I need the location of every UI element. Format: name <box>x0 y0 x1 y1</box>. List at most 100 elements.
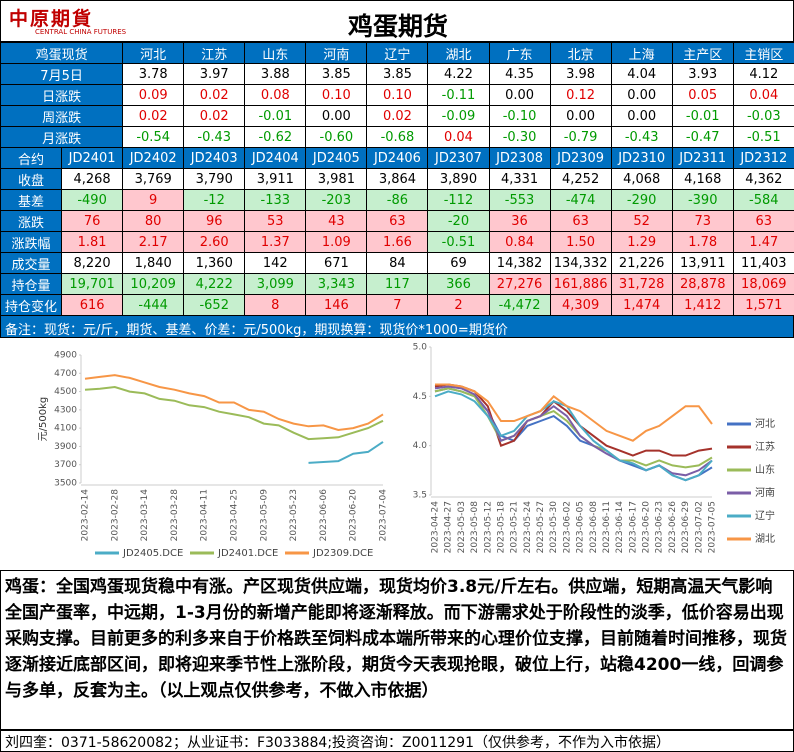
legend-label: 河北 <box>755 418 775 430</box>
cell: 4.12 <box>732 63 794 85</box>
y-tick-label: 4100 <box>54 424 77 434</box>
data-line <box>434 390 713 482</box>
cell: 366 <box>427 273 490 295</box>
cell: 616 <box>61 294 124 316</box>
x-tick-label: 2023-05-08 <box>470 501 480 554</box>
cell: -652 <box>183 294 246 316</box>
header: 中原期貨 CENTRAL CHINA FUTURES 鸡蛋期货 <box>0 0 794 42</box>
x-tick-label: 2023-06-20 <box>642 501 652 554</box>
x-tick-label: 2023-07-04 <box>379 489 389 542</box>
cell: 3.85 <box>366 63 429 85</box>
cell: 4,268 <box>61 168 124 190</box>
commentary: 鸡蛋：全国鸡蛋现货稳中有涨。产区现货供应端，现货均价3.8元/斤左右。供应端，短… <box>0 570 794 730</box>
table-row: 涨跌 76 80 96 53 43 63 -20 36 63 52 73 63 <box>0 210 794 232</box>
cell: 3.97 <box>183 63 246 85</box>
x-tick-label: 2023-06-06 <box>319 489 329 542</box>
cell: -0.10 <box>488 105 551 127</box>
legend-label: 辽宁 <box>755 509 775 522</box>
cell: 4.22 <box>427 63 490 85</box>
x-tick-label: 2023-05-21 <box>510 501 520 553</box>
cell: 4,168 <box>671 168 734 190</box>
cell: 21,226 <box>610 252 673 274</box>
cell: JD2307 <box>427 147 490 169</box>
x-tick-label: 2023-05-23 <box>289 489 299 541</box>
cell: JD2311 <box>671 147 734 169</box>
table-row: 月涨跌 -0.54 -0.43 -0.62 -0.60 -0.68 0.04 -0.30 -0.… <box>0 126 794 148</box>
cell: 142 <box>244 252 307 274</box>
cell: 0.04 <box>732 84 794 106</box>
cell: 0.08 <box>244 84 307 106</box>
cell: -490 <box>61 189 124 211</box>
cell: 1.37 <box>244 231 307 253</box>
x-tick-label: 2023-06-20 <box>349 489 359 542</box>
cell: 117 <box>366 273 429 295</box>
x-tick-label: 2023-05-24 <box>523 501 533 554</box>
y-tick-label: 3.5 <box>413 491 427 501</box>
cell: -0.30 <box>488 126 551 148</box>
cell: 8,220 <box>61 252 124 274</box>
cell: 1,412 <box>671 294 734 316</box>
x-tick-label: 2023-06-14 <box>615 501 625 554</box>
cell: 0.02 <box>183 105 246 127</box>
cell: JD2309 <box>549 147 612 169</box>
cell: 0.12 <box>549 84 612 106</box>
legend-label: 河南 <box>755 486 775 499</box>
cell: -0.09 <box>427 105 490 127</box>
cell: 0.05 <box>671 84 734 106</box>
cell: 3,890 <box>427 168 490 190</box>
cell: 4,222 <box>183 273 246 295</box>
cell: 4,362 <box>732 168 794 190</box>
cell: 31,728 <box>610 273 673 295</box>
cell: -133 <box>244 189 307 211</box>
x-tick-label: 2023-04-27 <box>444 501 454 553</box>
y-axis-label: 元/500kg <box>38 397 49 442</box>
cell: -0.01 <box>671 105 734 127</box>
x-tick-label: 2023-04-11 <box>200 489 210 541</box>
cell: 1,474 <box>610 294 673 316</box>
row-label: 持仓变化 <box>0 294 63 316</box>
data-line <box>434 387 713 469</box>
cell: 0.00 <box>610 84 673 106</box>
charts: 3500 3700 3900 4100 4300 4500 4700 4900 2023-02-… <box>38 343 775 560</box>
cell: -12 <box>183 189 246 211</box>
x-tick-label: 2023-06-11 <box>602 501 612 553</box>
cell: 0.00 <box>488 84 551 106</box>
cell: 3.98 <box>549 63 612 85</box>
cell: JD2405 <box>305 147 368 169</box>
table-row: 周涨跌 0.02 0.02 -0.01 0.00 0.02 -0.09 -0.10 0.00 0.… <box>0 105 794 127</box>
y-tick-label: 3900 <box>54 442 77 452</box>
cell: 4.35 <box>488 63 551 85</box>
cell: 3.88 <box>244 63 307 85</box>
x-tick-label: 2023-05-12 <box>483 501 493 553</box>
cell: JD2402 <box>122 147 185 169</box>
cell: 63 <box>366 210 429 232</box>
table-row: 持仓量 19,701 10,209 4,222 3,099 3,343 117 366 27,2… <box>0 273 794 295</box>
title: 鸡蛋期货 <box>347 12 448 41</box>
x-tick-label: 2023-03-14 <box>140 489 150 542</box>
x-tick-label: 2023-06-23 <box>655 501 665 553</box>
x-tick-label: 2023-02-28 <box>110 489 120 542</box>
legend-label: 山东 <box>755 463 775 476</box>
cell: 1.78 <box>671 231 734 253</box>
column-header: 湖北 <box>427 42 490 64</box>
column-header: 山东 <box>244 42 307 64</box>
cell: 7 <box>366 294 429 316</box>
cell: JD2401 <box>61 147 124 169</box>
cell: -0.62 <box>244 126 307 148</box>
cell: 3,099 <box>244 273 307 295</box>
x-tick-label: 2023-07-05 <box>708 501 718 553</box>
cell: 0.00 <box>610 105 673 127</box>
x-tick-label: 2023-06-29 <box>681 501 691 554</box>
cell: 8 <box>244 294 307 316</box>
cell: -553 <box>488 189 551 211</box>
table-row: 7月5日 3.78 3.97 3.88 3.85 3.85 4.22 4.35 3.98 4.04… <box>0 63 794 85</box>
row-label: 涨跌幅 <box>0 231 63 253</box>
x-tick-label: 2023-03-28 <box>170 489 180 542</box>
cell: 0.84 <box>488 231 551 253</box>
x-tick-label: 2023-02-14 <box>81 489 91 542</box>
cell: 3,769 <box>122 168 185 190</box>
table-row: 基差 -490 9 -12 -133 -203 -86 -112 -553 -474 -290 -39… <box>0 189 794 211</box>
x-tick-label: 2023-05-18 <box>496 501 506 554</box>
cell: 18,069 <box>732 273 794 295</box>
cell: 96 <box>183 210 246 232</box>
